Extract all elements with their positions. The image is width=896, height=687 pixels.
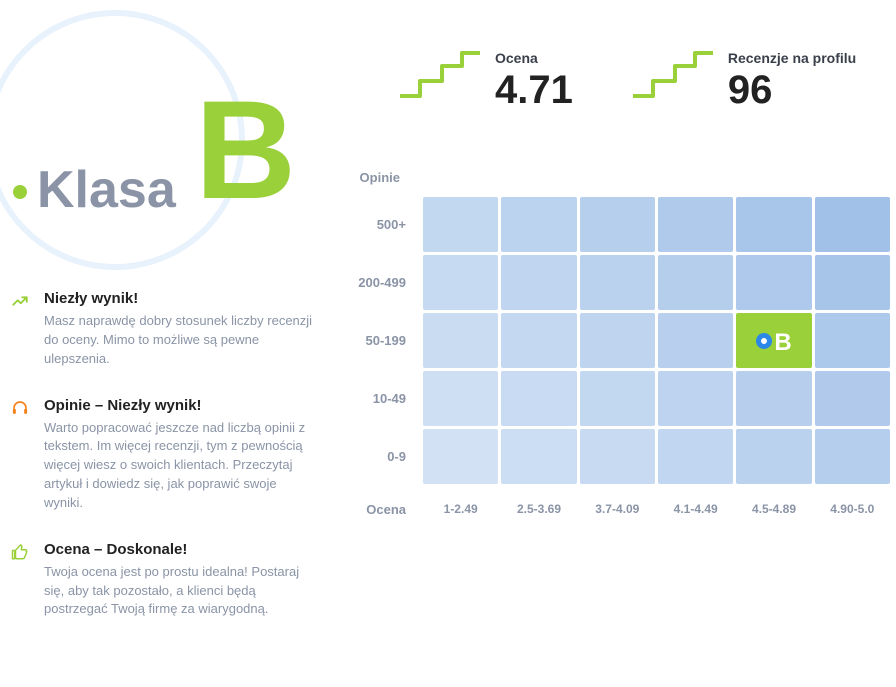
- metric-value: 4.71: [495, 68, 573, 113]
- heatmap-cell: [423, 371, 498, 426]
- heatmap-row-label: 0-9: [330, 449, 420, 464]
- heatmap-cell: [580, 313, 655, 368]
- thumb-up-icon: [10, 542, 30, 562]
- heatmap-x-title: Ocena: [330, 502, 420, 517]
- heatmap-cell: [736, 371, 811, 426]
- metric-value: 96: [728, 68, 856, 113]
- heatmap: Opinie 500+ 200-499 50-199 B 10-49 0-9 Ocena …: [330, 170, 890, 517]
- heatmap-x-labels: Ocena 1-2.492.5-3.69 3.7-4.094.1-4.494.5-…: [330, 502, 890, 517]
- heatmap-col-label: 4.5-4.89: [736, 502, 811, 517]
- heatmap-cell: [658, 313, 733, 368]
- heatmap-cell: [736, 255, 811, 310]
- heatmap-cell: [501, 371, 576, 426]
- class-badge: Klasa B: [15, 20, 285, 270]
- heatmap-cell: [423, 197, 498, 252]
- heatmap-cell: [658, 197, 733, 252]
- feedback-desc: Twoja ocena jest po prostu idealna! Post…: [44, 563, 315, 620]
- feedback-list: Niezły wynik! Masz naprawdę dobry stosun…: [10, 290, 315, 647]
- feedback-desc: Masz naprawdę dobry stosunek liczby rece…: [44, 312, 315, 369]
- heatmap-col-label: 2.5-3.69: [501, 502, 576, 517]
- heatmap-cell: [423, 313, 498, 368]
- heatmap-row-label: 200-499: [330, 275, 420, 290]
- step-line-icon: [633, 51, 713, 101]
- class-dot: [13, 185, 27, 199]
- heatmap-col-label: 3.7-4.09: [580, 502, 655, 517]
- feedback-title: Ocena – Doskonale!: [44, 541, 315, 558]
- step-line-icon: [400, 51, 480, 101]
- heatmap-cell: [580, 371, 655, 426]
- heatmap-cell: [501, 255, 576, 310]
- heatmap-cell: B: [736, 313, 811, 368]
- heatmap-row-label: 10-49: [330, 391, 420, 406]
- metric-title: Ocena: [495, 50, 573, 66]
- heatmap-cell: [815, 313, 890, 368]
- heatmap-grid: 500+ 200-499 50-199 B 10-49 0-9: [330, 197, 890, 484]
- heatmap-cell: [501, 429, 576, 484]
- metric-title: Recenzje na profilu: [728, 50, 856, 66]
- heatmap-col-label: 4.1-4.49: [658, 502, 733, 517]
- feedback-item: Opinie – Niezły wynik! Warto popracować …: [10, 397, 315, 513]
- headset-icon: [10, 398, 30, 418]
- heatmap-cell: [580, 255, 655, 310]
- heatmap-cell: [423, 255, 498, 310]
- heatmap-cell: [423, 429, 498, 484]
- heatmap-cell: [736, 197, 811, 252]
- heatmap-cell: [815, 371, 890, 426]
- heatmap-cell: [580, 429, 655, 484]
- metric-recenzje: Recenzje na profilu 96: [633, 50, 856, 113]
- feedback-title: Niezły wynik!: [44, 290, 315, 307]
- metric-ocena: Ocena 4.71: [400, 50, 573, 113]
- heatmap-col-label: 1-2.49: [423, 502, 498, 517]
- heatmap-cell: [658, 255, 733, 310]
- heatmap-y-title: Opinie: [330, 170, 420, 185]
- trend-up-icon: [10, 291, 30, 311]
- heatmap-col-label: 4.90-5.0: [815, 502, 890, 517]
- heatmap-cell: [501, 313, 576, 368]
- heatmap-cell: [658, 429, 733, 484]
- metrics-row: Ocena 4.71 Recenzje na profilu 96: [400, 50, 886, 113]
- heatmap-cell: [815, 197, 890, 252]
- heatmap-cell: [658, 371, 733, 426]
- feedback-item: Niezły wynik! Masz naprawdę dobry stosun…: [10, 290, 315, 369]
- feedback-item: Ocena – Doskonale! Twoja ocena jest po p…: [10, 541, 315, 620]
- heatmap-cell: [501, 197, 576, 252]
- class-letter: B: [195, 80, 296, 220]
- feedback-title: Opinie – Niezły wynik!: [44, 397, 315, 414]
- heatmap-cell: [580, 197, 655, 252]
- heatmap-row-label: 500+: [330, 217, 420, 232]
- heatmap-cell: [815, 255, 890, 310]
- feedback-desc: Warto popracować jeszcze nad liczbą opin…: [44, 419, 315, 513]
- heatmap-cell: [815, 429, 890, 484]
- marker-letter: B: [774, 329, 791, 357]
- heatmap-row-label: 50-199: [330, 333, 420, 348]
- heatmap-cell: [736, 429, 811, 484]
- class-label: Klasa: [37, 160, 176, 220]
- marker-dot-icon: [756, 333, 772, 349]
